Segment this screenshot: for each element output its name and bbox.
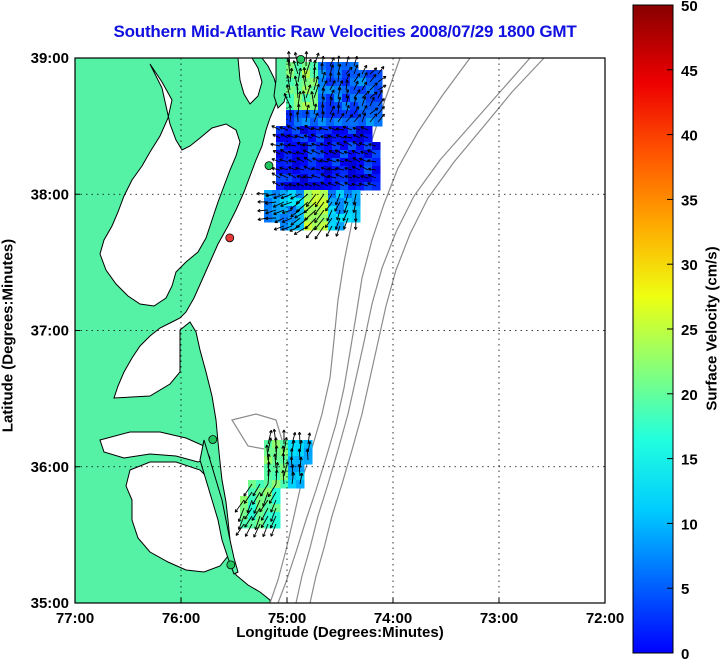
velocity-cell bbox=[364, 166, 373, 175]
velocity-cell bbox=[334, 118, 343, 127]
y-axis-label: Latitude (Degrees:Minutes) bbox=[0, 186, 17, 486]
velocity-vector-head bbox=[374, 92, 377, 93]
velocity-cell bbox=[304, 190, 313, 199]
y-tick-label: 39:00 bbox=[31, 50, 69, 67]
colorbar-label: Surface Velocity (cm/s) bbox=[704, 179, 721, 479]
velocity-vector-head bbox=[294, 52, 295, 55]
colorbar-tick-label: 45 bbox=[681, 63, 698, 80]
velocity-cell bbox=[364, 158, 373, 167]
velocity-cell bbox=[292, 150, 301, 159]
colorbar-tick-label: 5 bbox=[681, 581, 689, 598]
velocity-cell bbox=[350, 118, 359, 127]
velocity-cell bbox=[374, 94, 383, 103]
colorbar-tick-label: 0 bbox=[681, 646, 689, 659]
velocity-cell bbox=[302, 78, 311, 87]
y-tick-label: 37:00 bbox=[31, 323, 69, 340]
colorbar-tick-label: 50 bbox=[681, 0, 698, 15]
velocity-cell bbox=[356, 126, 365, 135]
velocity-cell bbox=[348, 166, 357, 175]
y-tick-label: 36:00 bbox=[31, 459, 69, 476]
colorbar-tick-label: 10 bbox=[681, 516, 698, 533]
velocity-cell bbox=[332, 142, 341, 151]
velocity-cell bbox=[366, 102, 375, 111]
velocity-cell bbox=[302, 94, 311, 103]
velocity-cell bbox=[350, 94, 359, 103]
x-axis-label: Longitude (Degrees:Minutes) bbox=[75, 624, 605, 641]
velocity-cell bbox=[324, 174, 333, 183]
radar-station-green bbox=[227, 561, 235, 569]
velocity-vector bbox=[306, 51, 307, 66]
velocity-cell bbox=[332, 126, 341, 135]
y-tick-labels: 39:00 38:00 37:00 36:00 35:00 bbox=[31, 50, 69, 612]
velocity-cell bbox=[316, 142, 325, 151]
velocity-cell bbox=[332, 158, 341, 167]
velocity-cell bbox=[342, 62, 351, 71]
velocity-cell bbox=[366, 78, 375, 87]
velocity-cell bbox=[364, 134, 373, 143]
velocity-cell bbox=[372, 166, 381, 175]
radar-station-green bbox=[209, 436, 217, 444]
velocity-cell bbox=[372, 142, 381, 151]
velocity-cell bbox=[316, 158, 325, 167]
velocity-cell bbox=[372, 182, 381, 191]
velocity-cell bbox=[358, 118, 367, 127]
colorbar-tick-label: 35 bbox=[681, 192, 698, 209]
velocity-vector-head bbox=[266, 213, 269, 214]
velocity-cell bbox=[324, 166, 333, 175]
y-tick-label: 35:00 bbox=[31, 595, 69, 612]
velocity-cell bbox=[374, 118, 383, 127]
velocity-cell bbox=[310, 94, 319, 103]
radar-station-green bbox=[297, 55, 305, 63]
velocity-cell bbox=[364, 126, 373, 135]
colorbar-tick-label: 20 bbox=[681, 387, 698, 404]
velocity-cell bbox=[288, 222, 297, 231]
velocity-cell bbox=[284, 142, 293, 151]
velocity-cell bbox=[286, 94, 295, 103]
radar-station-green bbox=[265, 162, 273, 170]
velocity-cell bbox=[308, 166, 317, 175]
map-title: Southern Mid-Atlantic Raw Velocities 200… bbox=[60, 22, 630, 42]
velocity-cell bbox=[310, 118, 319, 127]
velocity-cell bbox=[296, 214, 305, 223]
velocity-cell bbox=[304, 198, 313, 207]
velocity-cell bbox=[300, 142, 309, 151]
velocity-cell bbox=[372, 174, 381, 183]
colorbar-tick-label: 15 bbox=[681, 452, 698, 469]
velocity-cell bbox=[316, 150, 325, 159]
velocity-cell bbox=[296, 190, 305, 199]
velocity-cell bbox=[350, 110, 359, 119]
velocity-cell bbox=[332, 166, 341, 175]
colorbar-tick-label: 25 bbox=[681, 322, 698, 339]
velocity-cell bbox=[372, 158, 381, 167]
velocity-vector-head bbox=[282, 213, 285, 214]
velocity-cell bbox=[374, 102, 383, 111]
velocity-cell bbox=[300, 174, 309, 183]
colorbar-tick-label: 30 bbox=[681, 257, 698, 274]
velocity-cell bbox=[326, 118, 335, 127]
radar-station-red bbox=[226, 234, 234, 242]
y-tick-label: 38:00 bbox=[31, 186, 69, 203]
colorbar-tick-label: 40 bbox=[681, 128, 698, 145]
velocity-cell bbox=[372, 150, 381, 159]
velocity-cell bbox=[288, 440, 297, 449]
velocity-cell bbox=[294, 94, 303, 103]
velocity-cell bbox=[342, 118, 351, 127]
velocity-cell bbox=[324, 126, 333, 135]
velocity-cell bbox=[366, 118, 375, 127]
velocity-vector-head bbox=[293, 61, 294, 64]
